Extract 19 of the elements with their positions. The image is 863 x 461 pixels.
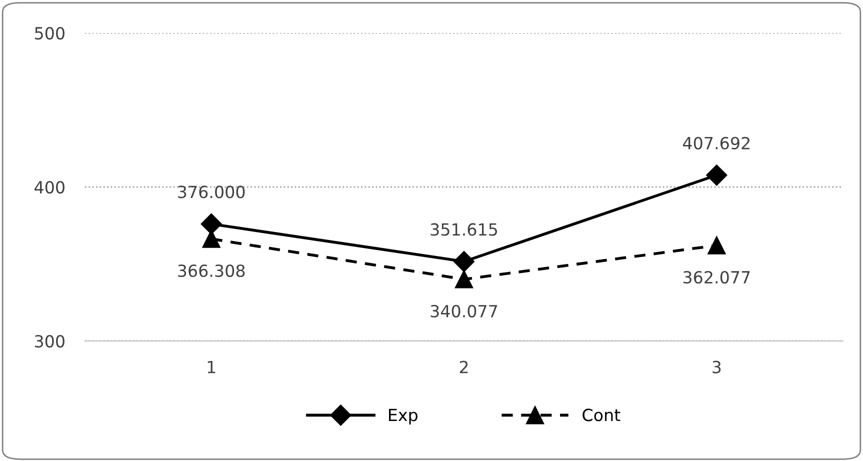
data-label: 340.077 [430,304,498,318]
data-label: 351.615 [430,223,498,236]
point [453,250,475,272]
y-tick-label: 300 [35,334,64,348]
point [200,213,222,234]
data-label: 362.077 [683,270,750,284]
x-tick-label: 2 [460,360,468,374]
point [708,236,726,254]
x-tick-label: 3 [712,360,721,374]
y-tick-label: 500 [35,26,64,40]
legend-label: Cont [582,408,620,422]
point [706,164,728,186]
y-tick-label: 400 [34,180,64,194]
data-label: 407.692 [683,136,750,150]
point [454,270,474,288]
x-tick-label: 1 [208,360,216,374]
legend-label: Exp [389,408,418,424]
data-label: 376.000 [178,186,245,198]
data-label: 366.308 [178,264,245,278]
